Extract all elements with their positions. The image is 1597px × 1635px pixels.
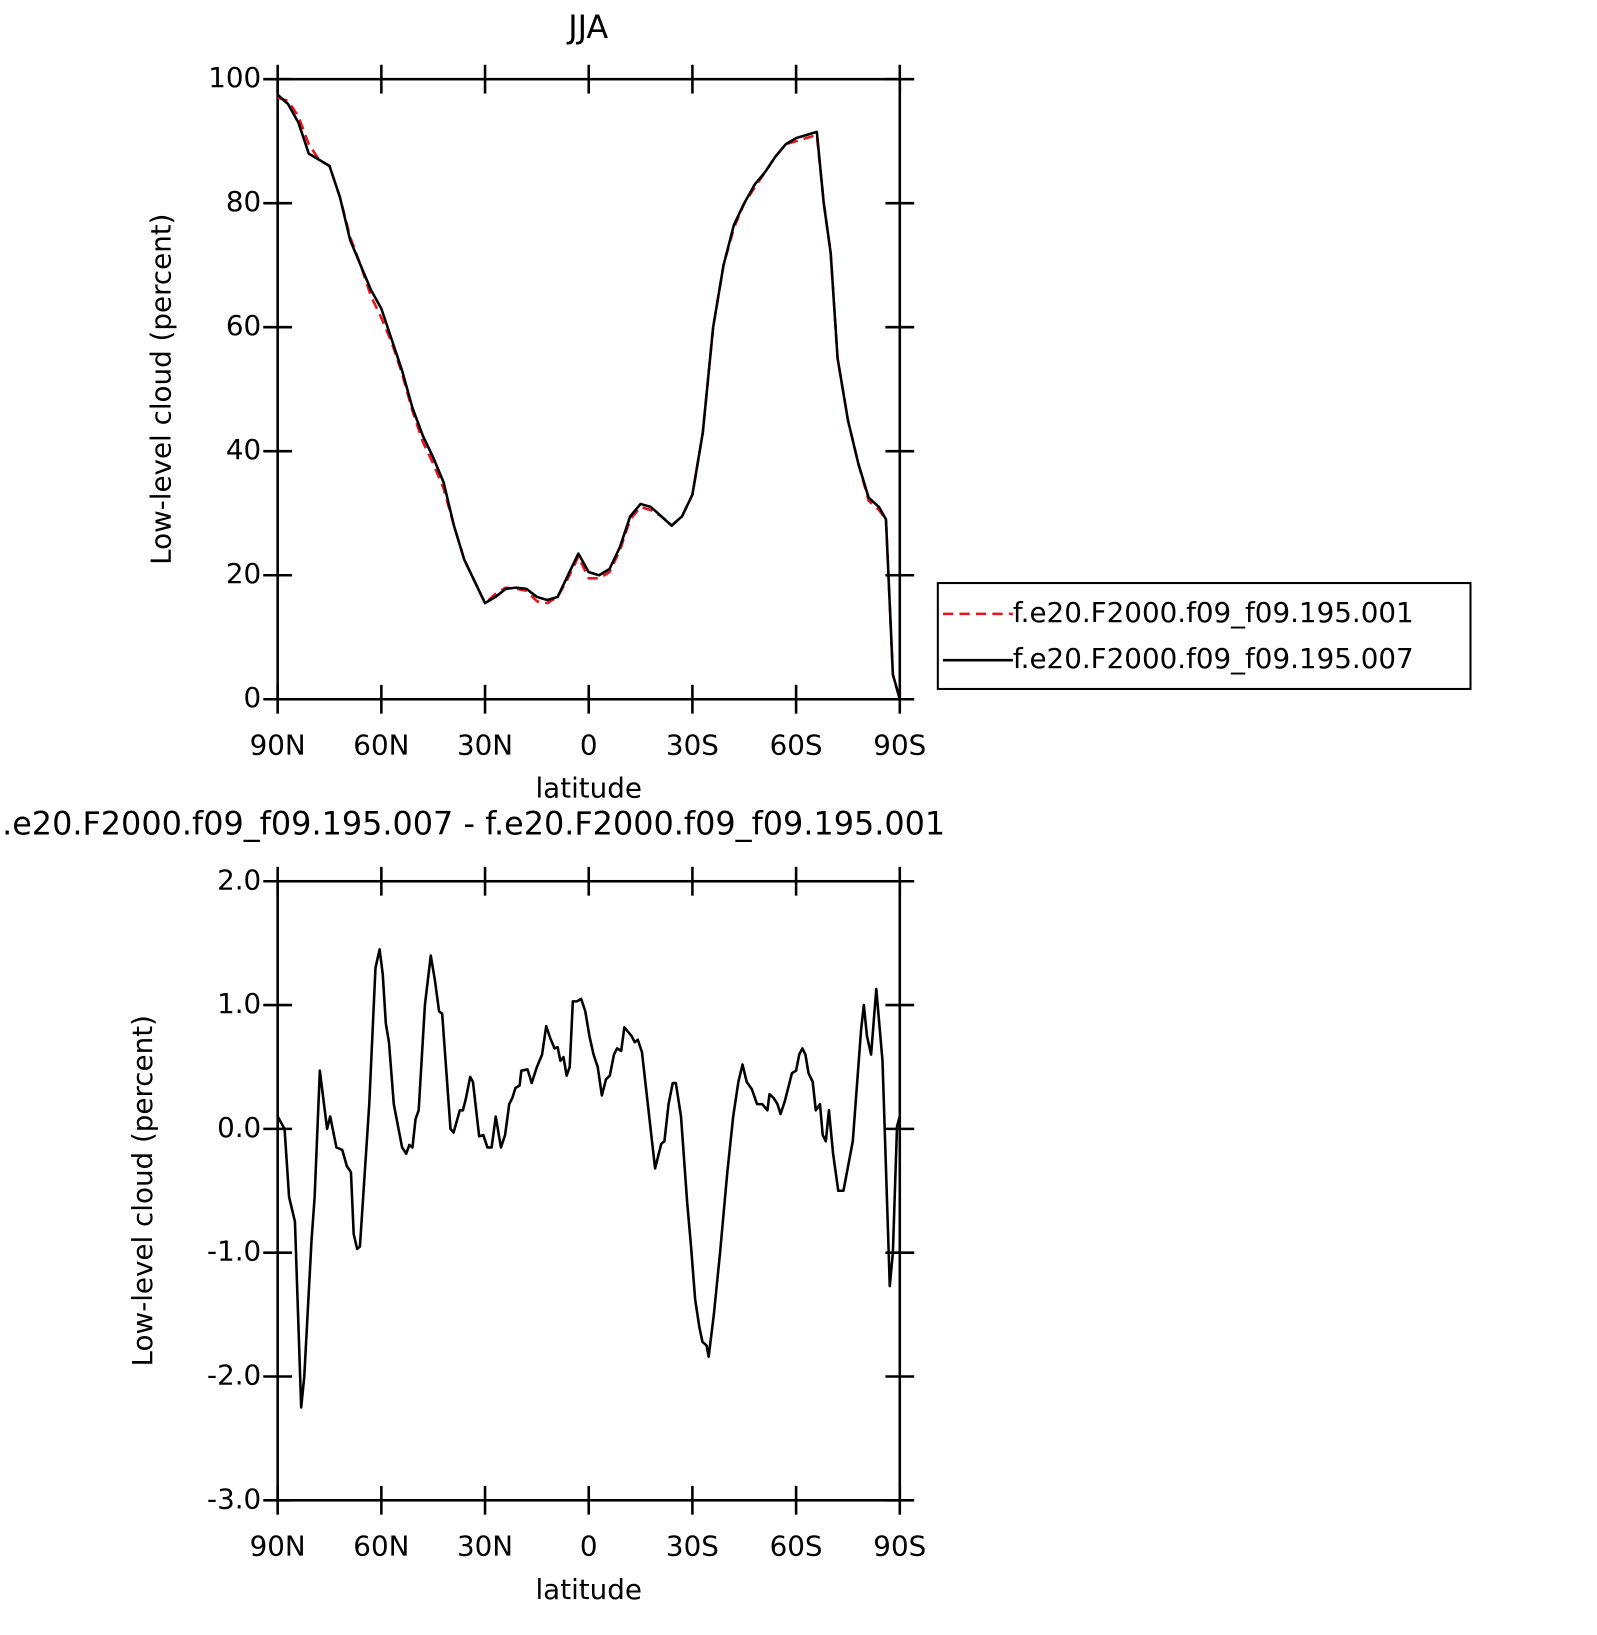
x-tick-label: 90N [250, 729, 306, 762]
legend-label: f.e20.F2000.f09_f09.195.007 [1013, 642, 1414, 675]
data-line [277, 96, 902, 700]
y-tick-label: 100 [208, 61, 261, 94]
x-tick-label: 30S [666, 1530, 719, 1563]
x-tick-label: 60S [770, 729, 823, 762]
y-tick-label: 40 [226, 433, 261, 466]
x-tick-label: 60S [770, 1530, 823, 1563]
y-axis-label: Low-level cloud (percent) [126, 1015, 159, 1366]
x-axis-label: latitude [535, 1573, 641, 1606]
y-tick-label: 20 [226, 557, 261, 590]
chart-title: JJA [566, 8, 608, 46]
x-tick-label: 0 [580, 729, 598, 762]
legend-box [936, 582, 1472, 690]
x-tick-label: 30N [457, 729, 513, 762]
y-tick-label: 80 [226, 185, 261, 218]
y-axis-label: Low-level cloud (percent) [144, 214, 177, 565]
y-tick-label: 2.0 [217, 863, 261, 896]
y-tick-label: -2.0 [207, 1358, 261, 1391]
x-tick-label: 60N [353, 729, 409, 762]
y-tick-label: -1.0 [207, 1235, 261, 1268]
y-tick-label: 0 [244, 681, 262, 714]
x-tick-label: 90S [873, 729, 926, 762]
data-line [276, 93, 902, 700]
x-tick-label: 90S [873, 1530, 926, 1563]
plot-frame [276, 77, 902, 701]
plot-frame [276, 879, 902, 1502]
x-tick-label: 30N [457, 1530, 513, 1563]
y-tick-label: -3.0 [207, 1482, 261, 1515]
chart-title: .e20.F2000.f09_f09.195.007 - f.e20.F2000… [2, 805, 945, 843]
legend-label: f.e20.F2000.f09_f09.195.001 [1013, 596, 1414, 629]
x-axis-label: latitude [535, 772, 641, 805]
x-tick-label: 0 [580, 1530, 598, 1563]
y-tick-label: 1.0 [217, 987, 261, 1020]
x-tick-label: 30S [666, 729, 719, 762]
y-tick-label: 60 [226, 309, 261, 342]
x-tick-label: 90N [250, 1530, 306, 1563]
y-tick-label: 0.0 [217, 1111, 261, 1144]
x-tick-label: 60N [353, 1530, 409, 1563]
data-line [276, 948, 902, 1409]
